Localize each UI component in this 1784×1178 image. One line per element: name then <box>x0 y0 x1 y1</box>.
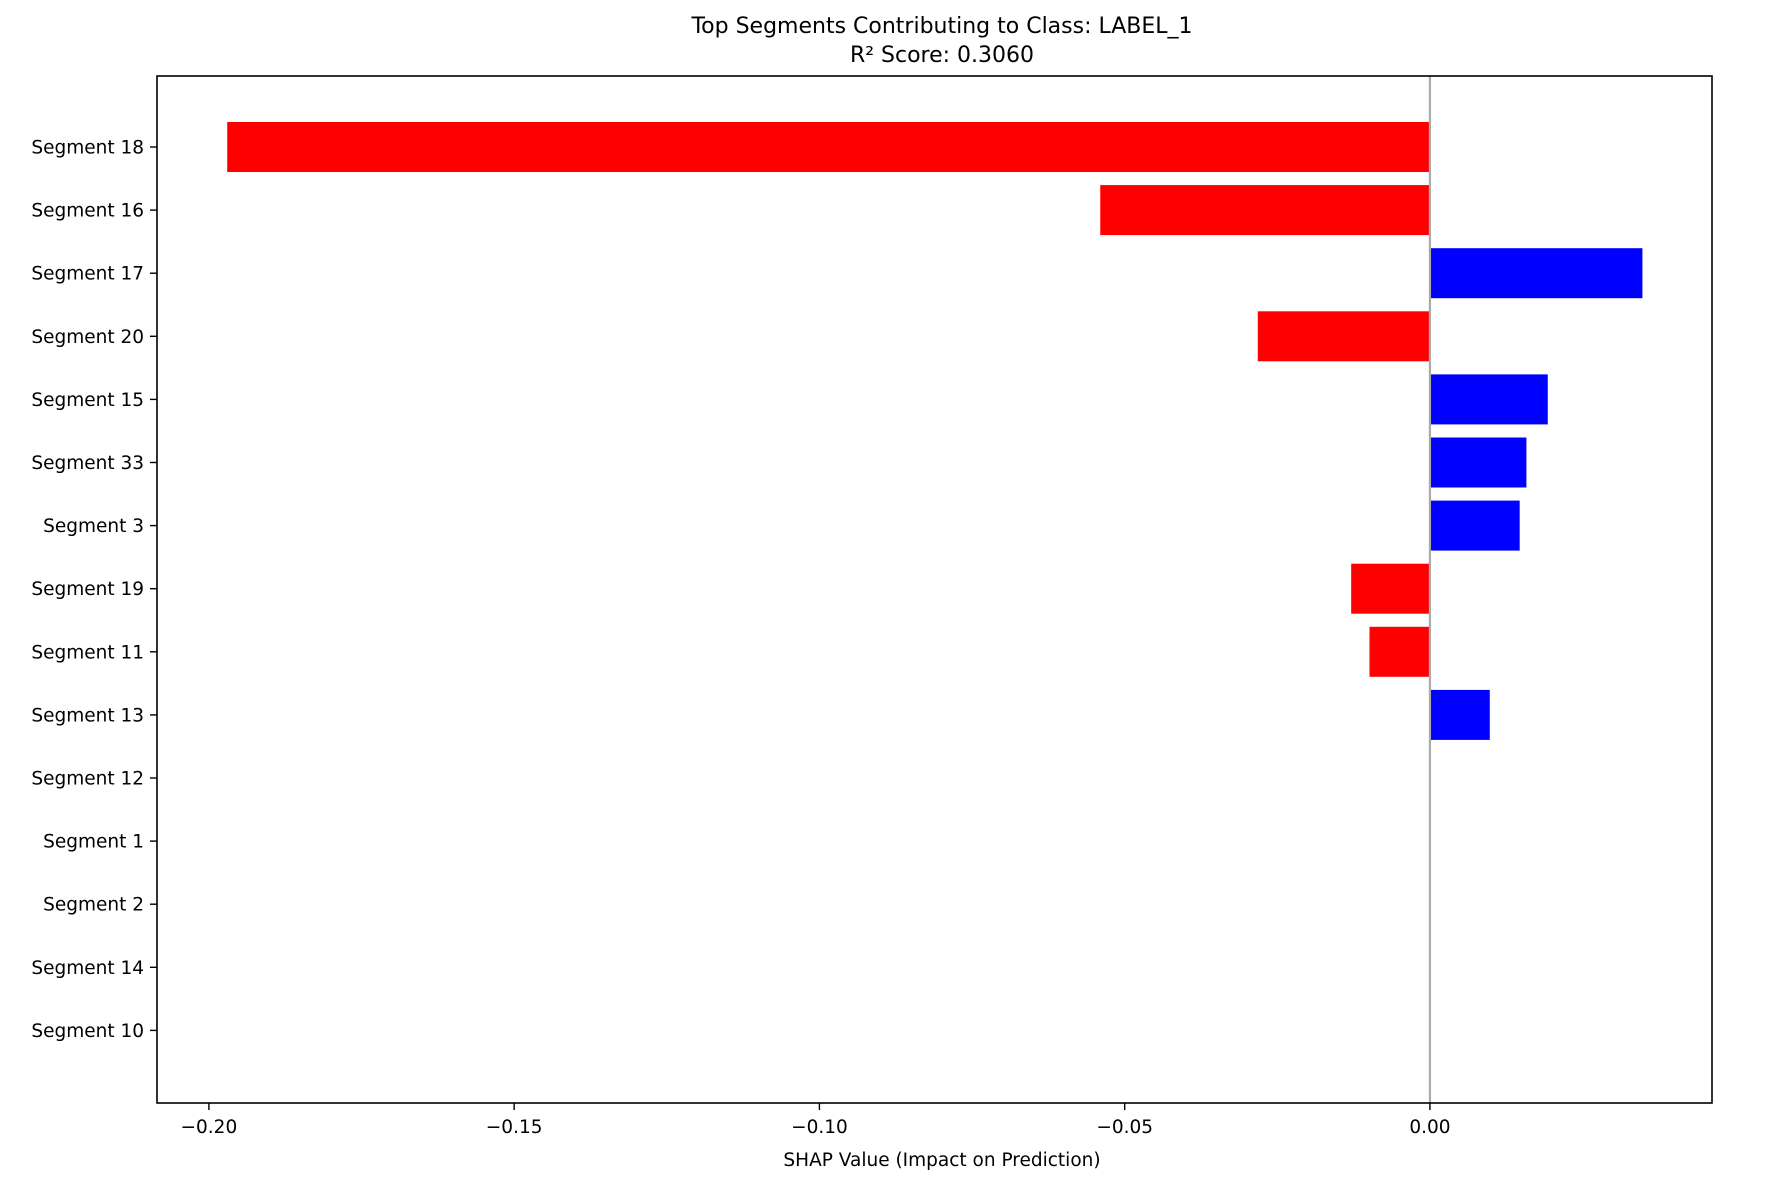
bar-segment-15 <box>1429 374 1548 425</box>
y-tick-label: Segment 12 <box>31 769 144 790</box>
x-tick-label: −0.20 <box>181 1117 238 1138</box>
y-tick-label: Segment 17 <box>31 264 144 285</box>
y-tick-label: Segment 16 <box>31 201 144 222</box>
bar-segment-11 <box>1369 626 1430 677</box>
bar-segment-18 <box>227 122 1430 172</box>
y-tick-label: Segment 3 <box>43 516 144 537</box>
bar-segment-17 <box>1429 248 1643 299</box>
y-tick-label: Segment 2 <box>43 895 144 916</box>
x-tick-label: −0.05 <box>1096 1117 1153 1138</box>
y-axis: Segment 18 Segment 16 Segment 17 Segment 20… <box>31 138 157 1042</box>
bar-segment-13 <box>1429 689 1490 740</box>
bar-segment-3 <box>1429 500 1520 551</box>
chart-title: Top Segments Contributing to Class: LABE… <box>690 14 1192 39</box>
y-tick-label: Segment 18 <box>31 138 144 159</box>
y-tick-label: Segment 1 <box>43 832 144 853</box>
x-tick-label: −0.10 <box>791 1117 848 1138</box>
y-tick-label: Segment 15 <box>31 390 144 411</box>
chart-subtitle: R² Score: 0.3060 <box>850 43 1034 68</box>
y-tick-label: Segment 11 <box>31 642 144 663</box>
x-tick-label: 0.00 <box>1409 1117 1450 1138</box>
y-tick-label: Segment 10 <box>31 1021 144 1042</box>
bar-segment-20 <box>1257 311 1430 362</box>
y-tick-label: Segment 13 <box>31 705 144 726</box>
bars-group <box>227 122 1643 740</box>
plot-frame <box>156 75 1713 1104</box>
y-tick-label: Segment 19 <box>31 579 144 600</box>
bar-segment-33 <box>1429 437 1527 488</box>
bar-segment-19 <box>1351 563 1430 614</box>
y-tick-label: Segment 20 <box>31 327 144 348</box>
y-tick-label: Segment 33 <box>31 453 144 474</box>
x-axis-label: SHAP Value (Impact on Prediction) <box>783 1150 1100 1171</box>
x-tick-label: −0.15 <box>486 1117 543 1138</box>
bar-segment-16 <box>1100 185 1430 236</box>
y-tick-label: Segment 14 <box>31 958 144 979</box>
x-axis: −0.20 −0.15 −0.10 −0.05 0.00 <box>181 1103 1451 1138</box>
